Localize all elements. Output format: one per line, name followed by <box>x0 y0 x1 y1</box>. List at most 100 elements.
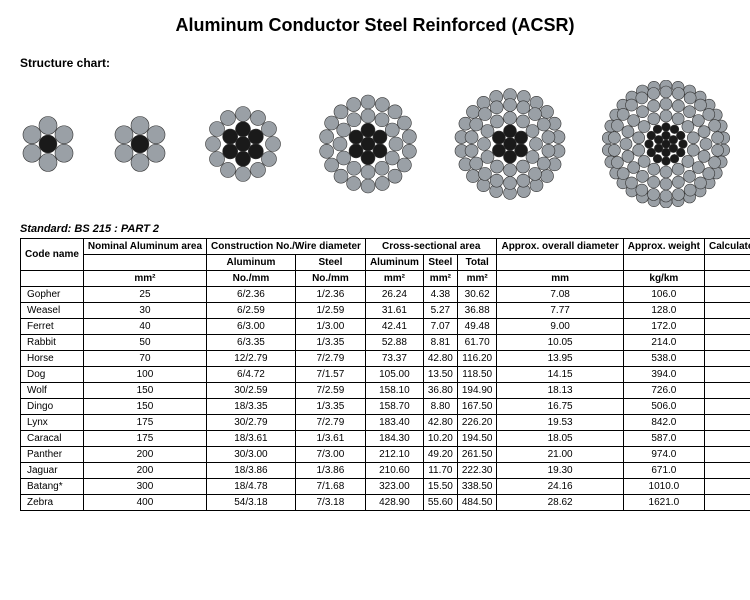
cell: Dog <box>21 367 84 383</box>
cell: 726.0 <box>623 383 704 399</box>
cell: 30.62 <box>457 287 497 303</box>
cell: 7/2.59 <box>295 383 365 399</box>
cell: Wolf <box>21 383 84 399</box>
cell: 172.0 <box>623 319 704 335</box>
cell: 40 <box>83 319 206 335</box>
cell: 28.62 <box>497 495 623 511</box>
cell: 32.70 <box>704 367 750 383</box>
cell: Caracal <box>21 431 84 447</box>
cell: 26.24 <box>365 287 423 303</box>
cell: 128.0 <box>623 303 704 319</box>
cell: 212.10 <box>365 447 423 463</box>
cell: 31.61 <box>365 303 423 319</box>
cell: Lynx <box>21 415 84 431</box>
cell: 131.90 <box>704 495 750 511</box>
table-row: Gopher256/2.361/2.3626.244.3830.627.0810… <box>21 287 750 303</box>
cell: 106.0 <box>623 287 704 303</box>
cell: 42.80 <box>423 415 457 431</box>
cell: 18/3.86 <box>207 463 296 479</box>
cell: 158.10 <box>365 383 423 399</box>
cell: 1/3.35 <box>295 335 365 351</box>
cell: 42.80 <box>423 351 457 367</box>
cell: 7.07 <box>423 319 457 335</box>
cell: 18/3.35 <box>207 399 296 415</box>
cell: 428.90 <box>365 495 423 511</box>
th-cross-st: Steel <box>423 255 457 271</box>
table-row: Batang*30018/4.787/1.68323.0015.50338.50… <box>21 479 750 495</box>
cell: 1/2.59 <box>295 303 365 319</box>
cell: 52.88 <box>365 335 423 351</box>
cell: 183.40 <box>365 415 423 431</box>
cell: 15.50 <box>423 479 457 495</box>
cell: 394.0 <box>623 367 704 383</box>
cell: 118.50 <box>457 367 497 383</box>
cell: 338.50 <box>457 479 497 495</box>
cell: 11.45 <box>704 303 750 319</box>
cell: 210.60 <box>365 463 423 479</box>
cell: 222.30 <box>457 463 497 479</box>
cell: 55.60 <box>423 495 457 511</box>
th-blank <box>21 271 84 287</box>
cable-diagram <box>204 105 282 183</box>
th-u-mm2: mm² <box>423 271 457 287</box>
th-u-mm2: mm² <box>365 271 423 287</box>
cell: 400 <box>83 495 206 511</box>
structure-diagrams <box>20 80 730 208</box>
th-u-nomm: No./mm <box>207 271 296 287</box>
cell: 150 <box>83 399 206 415</box>
table-row: Jaguar20018/3.861/3.86210.6011.70222.301… <box>21 463 750 479</box>
cell: Panther <box>21 447 84 463</box>
cell: Jaguar <box>21 463 84 479</box>
cell: 69.67 <box>704 479 750 495</box>
th-u-nomm: No./mm <box>295 271 365 287</box>
cell: 1621.0 <box>623 495 704 511</box>
cell: 1010.0 <box>623 479 704 495</box>
table-row: Dingo15018/3.351/3.35158.708.80167.5016.… <box>21 399 750 415</box>
cell: 18.05 <box>497 431 623 447</box>
cell: 46.55 <box>704 463 750 479</box>
cell: 261.50 <box>457 447 497 463</box>
table-row: Weasel306/2.591/2.5931.615.2736.887.7712… <box>21 303 750 319</box>
cell: 13.95 <box>497 351 623 367</box>
cell: 30/3.00 <box>207 447 296 463</box>
cable-diagram <box>112 116 168 172</box>
cell: 7/2.79 <box>295 351 365 367</box>
cell: 194.50 <box>457 431 497 447</box>
cell: 200 <box>83 463 206 479</box>
th-u-kgkm: kg/km <box>623 271 704 287</box>
cable-diagram <box>602 80 730 208</box>
cell: 175 <box>83 415 206 431</box>
table-row: Horse7012/2.797/2.7973.3742.80116.2013.9… <box>21 351 750 367</box>
cell: 4.38 <box>423 287 457 303</box>
table-row: Lynx17530/2.797/2.79183.4042.80226.2019.… <box>21 415 750 431</box>
cell: 7/1.68 <box>295 479 365 495</box>
cell: 18/3.61 <box>207 431 296 447</box>
cell: 35.70 <box>704 399 750 415</box>
th-u-mm2: mm² <box>457 271 497 287</box>
cell: 7/1.57 <box>295 367 365 383</box>
cell: 30 <box>83 303 206 319</box>
cell: 7/3.18 <box>295 495 365 511</box>
cell: 150 <box>83 383 206 399</box>
cell: 6/2.36 <box>207 287 296 303</box>
th-cross-al: Aluminum <box>365 255 423 271</box>
cable-diagram <box>318 94 418 194</box>
cell: 12/2.79 <box>207 351 296 367</box>
cell: 538.0 <box>623 351 704 367</box>
cell: 49.48 <box>457 319 497 335</box>
cell: 25 <box>83 287 206 303</box>
cell: 200 <box>83 447 206 463</box>
cell: 79.80 <box>704 415 750 431</box>
cell: 9.61 <box>704 287 750 303</box>
cable-diagram <box>20 116 76 172</box>
th-blank <box>704 255 750 271</box>
cell: 24.16 <box>497 479 623 495</box>
cell: 30/2.79 <box>207 415 296 431</box>
standard-label: Standard: BS 215 : PART 2 <box>20 223 730 235</box>
cell: 300 <box>83 479 206 495</box>
cell: 11.70 <box>423 463 457 479</box>
cell: 323.00 <box>365 479 423 495</box>
table-row: Dog1006/4.727/1.57105.0013.50118.5014.15… <box>21 367 750 383</box>
table-row: Rabbit506/3.351/3.3552.888.8161.7010.052… <box>21 335 750 351</box>
cell: 21.00 <box>497 447 623 463</box>
